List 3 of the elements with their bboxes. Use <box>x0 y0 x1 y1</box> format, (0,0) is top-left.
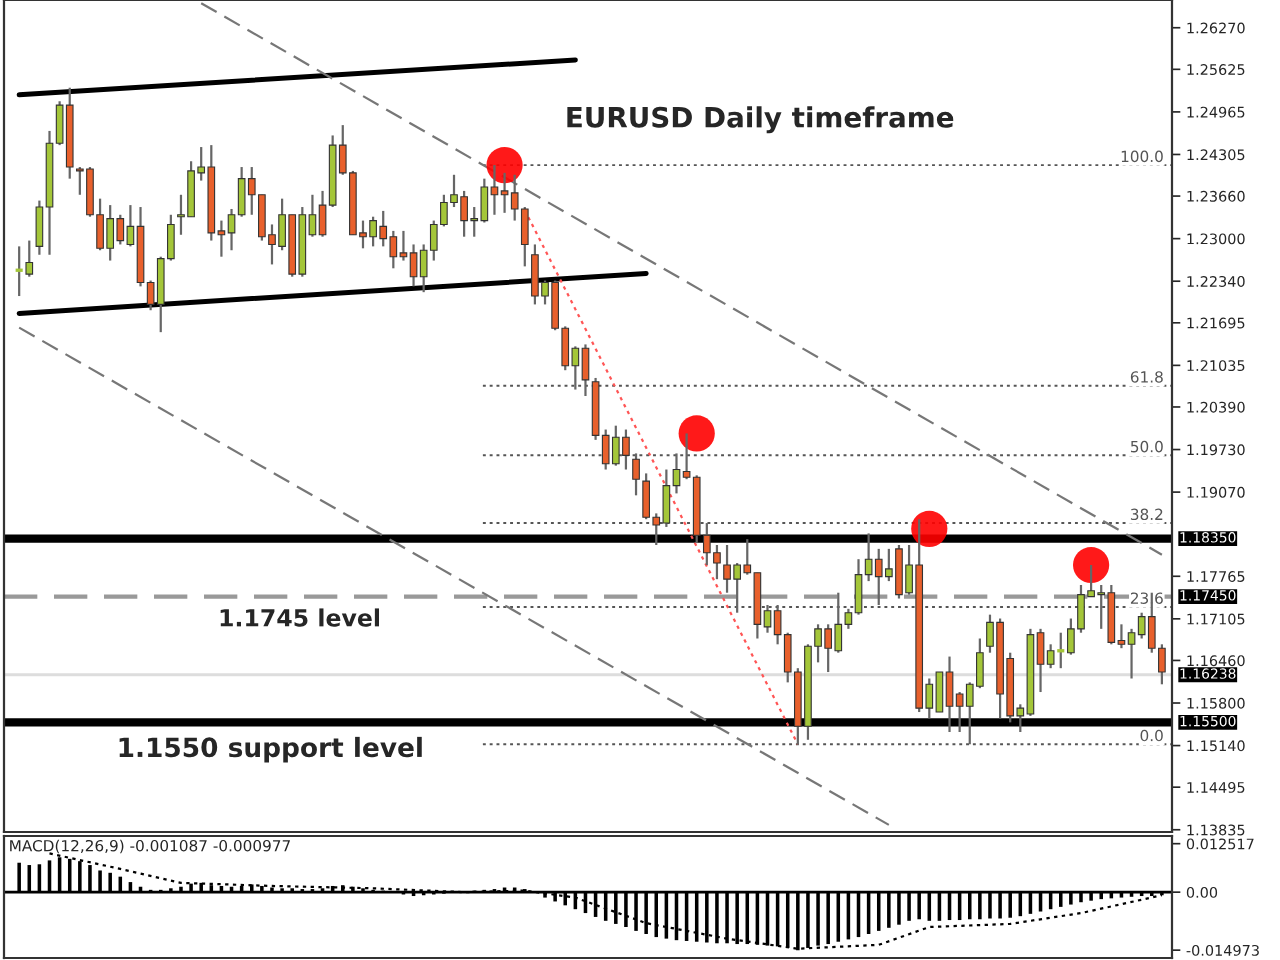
annotation: 1.1550 support level <box>119 736 422 763</box>
annotation: 1.1745 level <box>220 608 379 627</box>
text: EURUSD Daily timeframe <box>567 106 954 134</box>
